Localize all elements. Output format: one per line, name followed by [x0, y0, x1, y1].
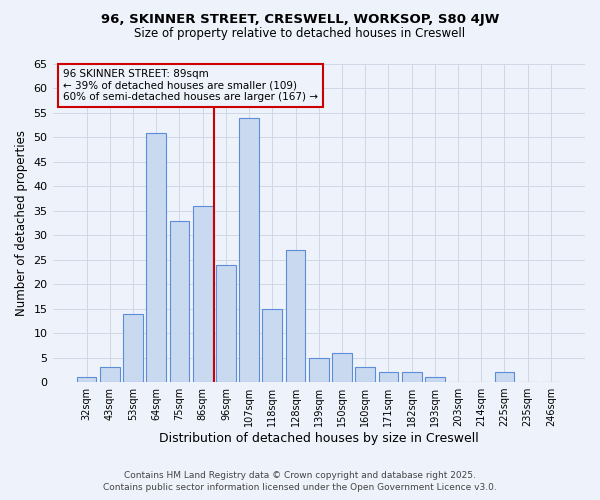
Bar	[262, 308, 282, 382]
Bar	[216, 264, 236, 382]
X-axis label: Distribution of detached houses by size in Creswell: Distribution of detached houses by size …	[159, 432, 479, 445]
Bar	[402, 372, 422, 382]
Y-axis label: Number of detached properties: Number of detached properties	[15, 130, 28, 316]
Bar	[309, 358, 329, 382]
Text: 96 SKINNER STREET: 89sqm
← 39% of detached houses are smaller (109)
60% of semi-: 96 SKINNER STREET: 89sqm ← 39% of detach…	[63, 69, 318, 102]
Bar	[332, 352, 352, 382]
Bar	[123, 314, 143, 382]
Bar	[379, 372, 398, 382]
Bar	[193, 206, 212, 382]
Bar	[170, 220, 190, 382]
Bar	[100, 368, 119, 382]
Text: Contains HM Land Registry data © Crown copyright and database right 2025.: Contains HM Land Registry data © Crown c…	[124, 471, 476, 480]
Text: Size of property relative to detached houses in Creswell: Size of property relative to detached ho…	[134, 28, 466, 40]
Bar	[425, 377, 445, 382]
Text: Contains public sector information licensed under the Open Government Licence v3: Contains public sector information licen…	[103, 484, 497, 492]
Bar	[355, 368, 375, 382]
Bar	[239, 118, 259, 382]
Bar	[146, 132, 166, 382]
Text: 96, SKINNER STREET, CRESWELL, WORKSOP, S80 4JW: 96, SKINNER STREET, CRESWELL, WORKSOP, S…	[101, 12, 499, 26]
Bar	[494, 372, 514, 382]
Bar	[77, 377, 97, 382]
Bar	[286, 250, 305, 382]
